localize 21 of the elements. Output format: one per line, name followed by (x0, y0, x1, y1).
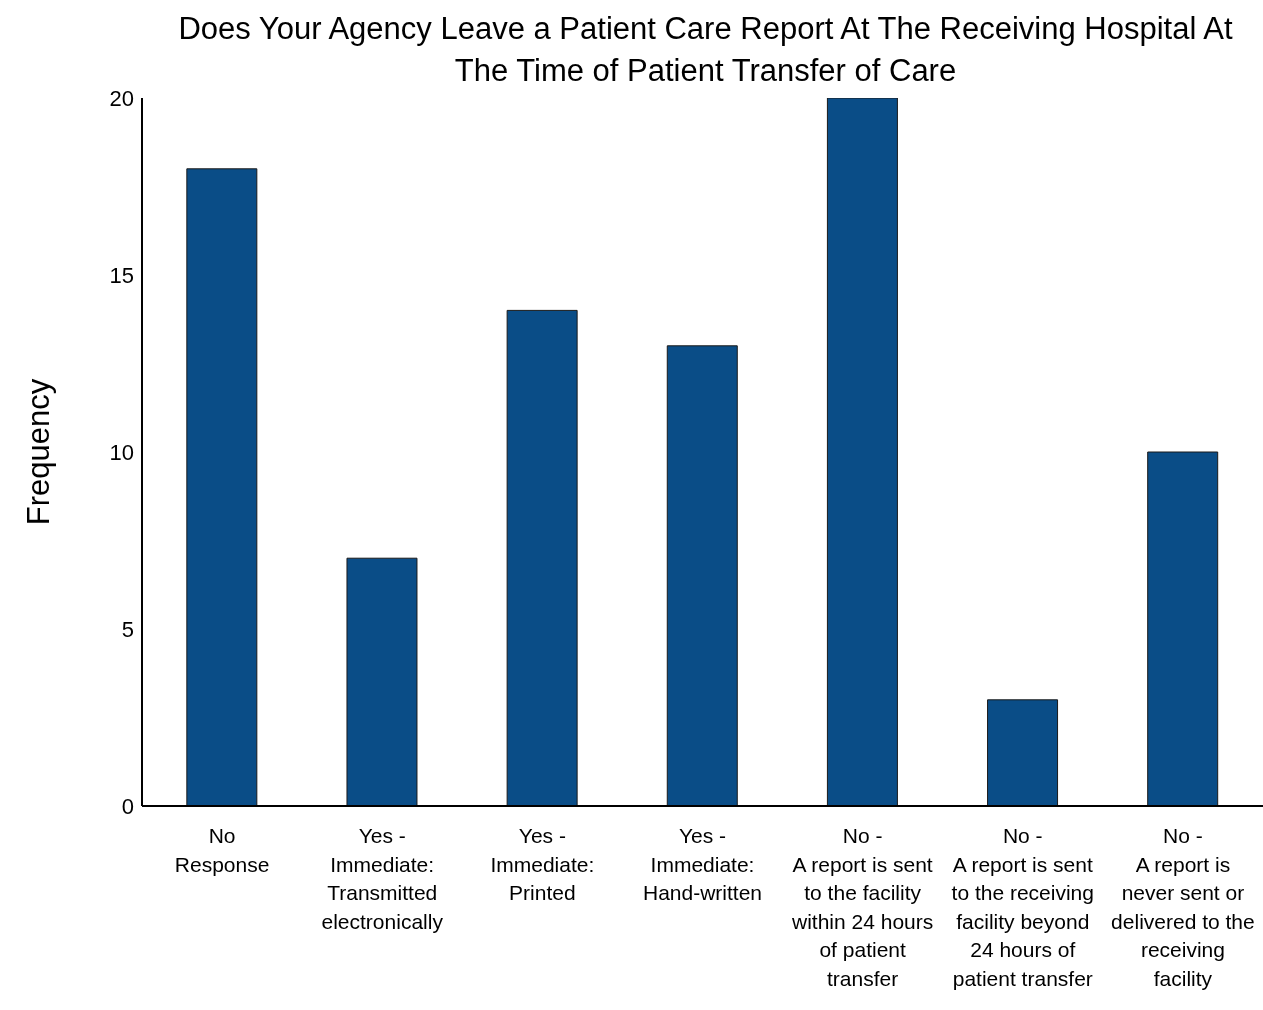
x-tick-label: Yes - Immediate: Printed (490, 824, 595, 904)
y-tick-label: 15 (109, 262, 134, 288)
y-tick-label: 10 (109, 439, 134, 465)
bar (1147, 451, 1219, 806)
bar (666, 345, 738, 806)
bar (186, 168, 258, 806)
bar (826, 98, 898, 806)
x-tick-label: Yes - Immediate: Transmitted electronically (321, 824, 444, 933)
bar (346, 557, 418, 806)
bar (987, 699, 1059, 806)
x-tick-label: Yes - Immediate: Hand-written (642, 824, 763, 904)
y-axis-title: Frequency (21, 378, 57, 526)
x-tick-label: No Response (174, 824, 270, 876)
x-tick-label: No - A report is sent to the facility within 24 hours of patient transfer (791, 824, 934, 990)
y-tick-label: 20 (109, 85, 134, 111)
chart-title: Does Your Agency Leave a Patient Care Report At The Receiving Hospital At The Time of Patient Transfer of Care (177, 10, 1234, 88)
x-tick-label: No - A report is sent to the receiving facility beyond 24 hours of patient transfer (951, 824, 1094, 990)
y-tick-label: 5 (121, 616, 134, 642)
x-tick-label: No - A report is never sent or delivered to the receiving facility (1111, 824, 1255, 990)
y-tick-label: 0 (121, 793, 134, 819)
bar (506, 309, 578, 806)
